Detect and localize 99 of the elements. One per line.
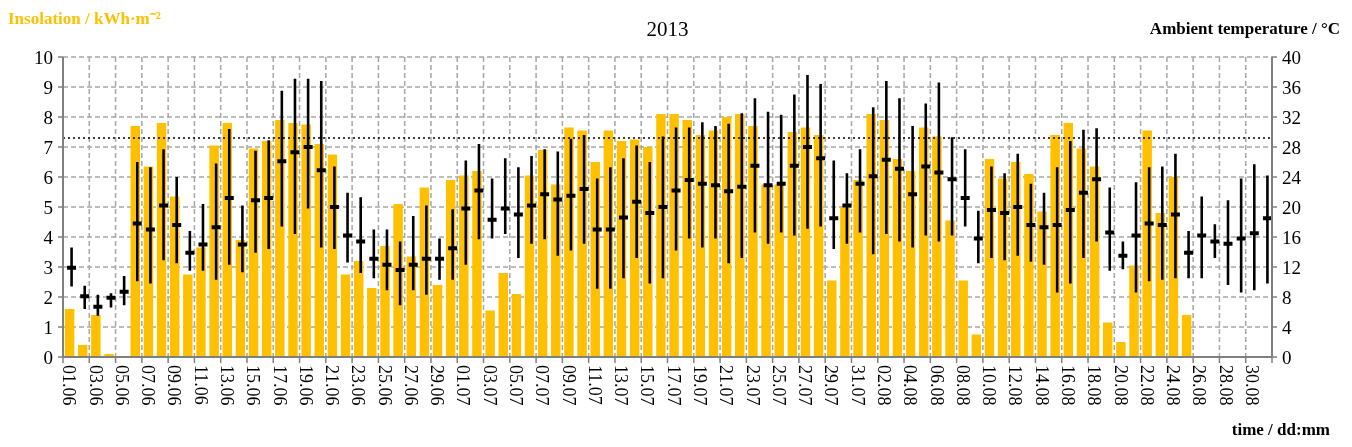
x-tick-label: 12.08 (1005, 365, 1026, 406)
x-tick-label: 17.06 (269, 365, 290, 406)
x-tick-label: 23.06 (348, 365, 369, 406)
y-tick-label: 3 (43, 256, 53, 278)
x-tick-label: 09.06 (164, 365, 185, 406)
bar (301, 124, 311, 357)
bar (393, 204, 403, 357)
x-tick-label: 15.06 (243, 365, 264, 406)
x-tick-label: 24.08 (1163, 365, 1184, 406)
y2-tick-label: 32 (1282, 106, 1301, 128)
y-tick-label: 8 (43, 106, 53, 128)
x-tick-label: 01.07 (453, 365, 474, 406)
bar (1037, 211, 1047, 357)
x-tick-label: 10.08 (979, 365, 1000, 406)
x-tick-label: 18.08 (1084, 365, 1105, 406)
x-tick-label: 09.07 (558, 365, 579, 406)
x-tick-label: 13.07 (611, 365, 632, 406)
x-tick-label: 08.08 (952, 365, 973, 406)
y2-tick-label: 0 (1282, 346, 1292, 368)
y2-tick-label: 40 (1282, 46, 1301, 68)
x-tick-label: 26.08 (1189, 365, 1210, 406)
bar (472, 171, 482, 357)
x-tick-label: 22.08 (1136, 365, 1157, 406)
y-axis-title: Insolation / kWh·m⁻² (8, 9, 161, 28)
x-tick-label: 17.07 (663, 365, 684, 406)
bar (564, 127, 574, 357)
x-tick-label: 20.08 (1110, 365, 1131, 406)
y-tick-label: 2 (43, 286, 53, 308)
y-tick-label: 9 (43, 76, 53, 98)
x-tick-label: 14.08 (1031, 365, 1052, 406)
chart-title: 2013 (646, 17, 689, 41)
x-tick-label: 11.06 (190, 365, 211, 405)
x-axis-title: time / dd:mm (1231, 420, 1330, 439)
bar (748, 126, 758, 357)
x-tick-label: 30.08 (1241, 365, 1262, 406)
x-tick-label: 29.07 (821, 365, 842, 406)
y2-tick-label: 28 (1282, 136, 1301, 158)
bar (340, 274, 351, 357)
x-tick-label: 29.06 (427, 365, 448, 406)
x-tick-label: 15.07 (637, 365, 658, 406)
y2-tick-label: 16 (1282, 226, 1301, 248)
x-tick-label: 19.07 (690, 365, 711, 406)
y2-tick-label: 24 (1282, 166, 1302, 188)
y-tick-label: 7 (43, 136, 53, 158)
bar (511, 294, 522, 357)
y-tick-label: 0 (43, 346, 53, 368)
x-tick-label: 25.06 (374, 365, 395, 406)
x-tick-label: 27.07 (795, 365, 816, 406)
y2-tick-label: 36 (1282, 76, 1301, 98)
bar (853, 180, 863, 357)
x-tick-label: 13.06 (216, 365, 237, 406)
y2-tick-label: 12 (1282, 256, 1301, 278)
x-tick-label: 21.07 (716, 365, 737, 406)
y-tick-label: 1 (43, 316, 53, 338)
x-tick-label: 31.07 (847, 365, 868, 406)
y2-axis-title: Ambient temperature / °C (1149, 19, 1340, 38)
bar (275, 120, 285, 357)
x-tick-label: 06.08 (926, 365, 947, 406)
bar (64, 309, 75, 357)
bar (1103, 322, 1113, 357)
bar (432, 285, 443, 357)
y2-tick-label: 4 (1282, 316, 1292, 338)
bar (485, 310, 495, 357)
bar (183, 274, 193, 357)
y2-tick-label: 20 (1282, 196, 1301, 218)
x-tick-label: 23.07 (742, 365, 763, 406)
x-tick-label: 02.08 (874, 365, 895, 406)
bar (1129, 265, 1139, 357)
bar (1116, 342, 1126, 357)
x-tick-label: 16.08 (1058, 365, 1079, 406)
x-tick-label: 05.07 (506, 365, 527, 406)
bar (498, 273, 508, 357)
y2-tick-label: 8 (1282, 286, 1292, 308)
x-tick-label: 21.06 (322, 365, 343, 406)
x-tick-label: 03.07 (479, 365, 500, 406)
x-tick-label: 07.06 (138, 365, 159, 406)
x-tick-label: 01.06 (59, 365, 80, 406)
y-tick-label: 5 (43, 196, 53, 218)
y-tick-label: 6 (43, 166, 53, 188)
x-tick-label: 27.06 (400, 365, 421, 406)
x-tick-label: 11.07 (584, 365, 605, 405)
x-tick-label: 28.08 (1215, 365, 1236, 406)
bar (945, 220, 955, 357)
bar (827, 280, 837, 357)
y-tick-label: 4 (43, 226, 54, 248)
x-tick-label: 05.06 (111, 365, 132, 406)
y-tick-label: 10 (34, 46, 53, 68)
x-tick-label: 04.08 (900, 365, 921, 406)
bar (91, 315, 101, 357)
bar (353, 261, 364, 357)
x-tick-label: 03.06 (85, 365, 106, 406)
bar (761, 184, 771, 357)
bar (958, 280, 968, 357)
x-tick-label: 19.06 (295, 365, 316, 406)
bar (367, 288, 377, 357)
x-tick-label: 07.07 (532, 365, 553, 406)
x-tick-label: 25.07 (768, 365, 789, 406)
bar (1181, 315, 1192, 357)
bar (1024, 174, 1034, 357)
